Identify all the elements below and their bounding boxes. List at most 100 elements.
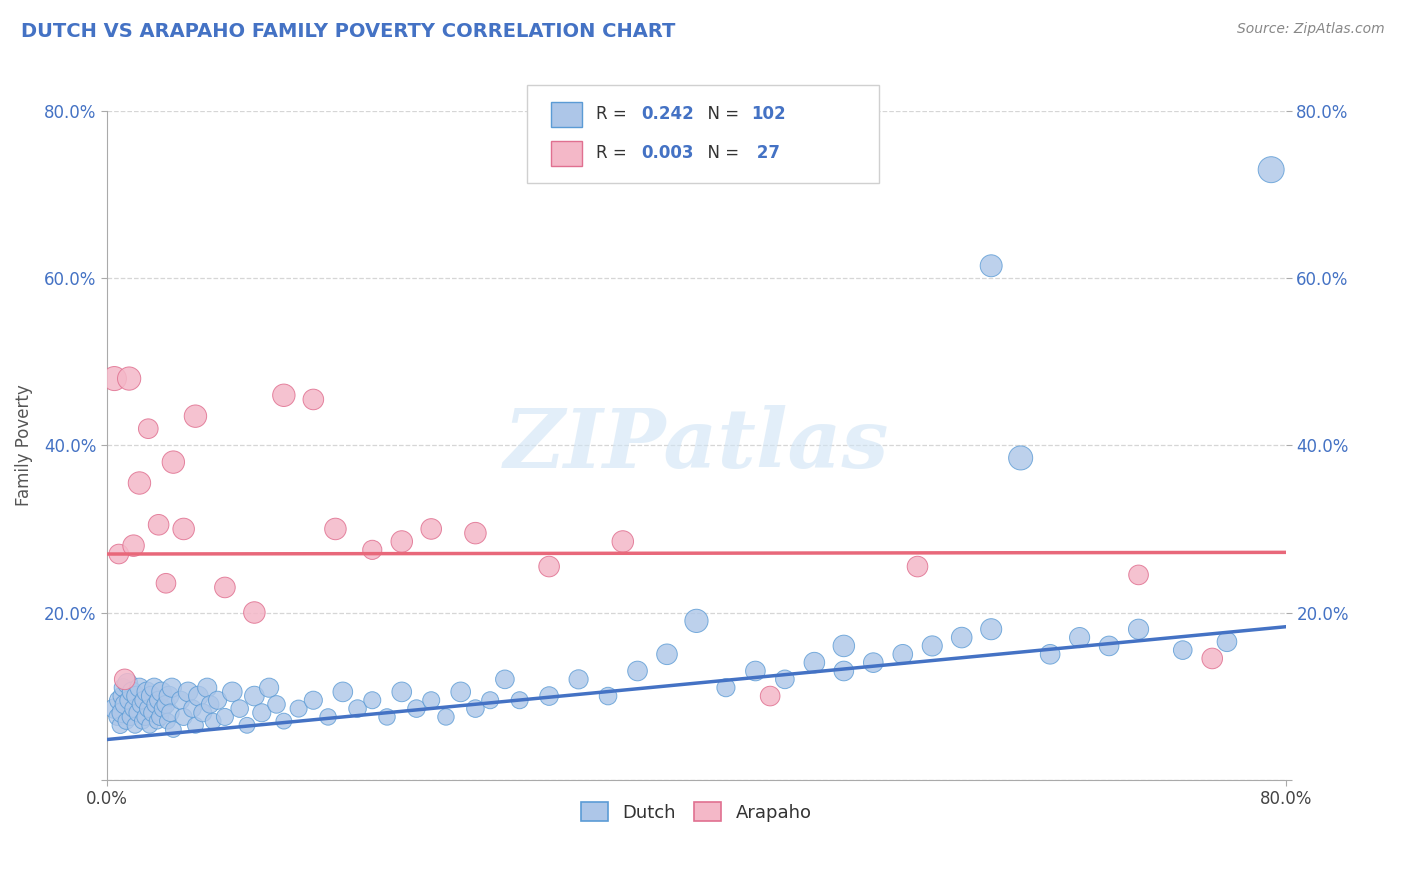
Point bbox=[832, 664, 855, 678]
Point bbox=[538, 559, 561, 574]
Point bbox=[1128, 568, 1150, 582]
Point bbox=[128, 475, 150, 490]
Point bbox=[450, 685, 472, 699]
Point bbox=[141, 689, 163, 703]
Text: N =: N = bbox=[697, 145, 745, 162]
Point bbox=[129, 698, 152, 712]
Point bbox=[125, 689, 148, 703]
Point bbox=[146, 714, 169, 728]
Point bbox=[391, 685, 413, 699]
Point bbox=[287, 701, 309, 715]
Point bbox=[173, 522, 195, 536]
Point bbox=[118, 693, 141, 707]
Point bbox=[115, 714, 138, 728]
Text: DUTCH VS ARAPAHO FAMILY POVERTY CORRELATION CHART: DUTCH VS ARAPAHO FAMILY POVERTY CORRELAT… bbox=[21, 22, 675, 41]
Point bbox=[195, 681, 218, 695]
Point bbox=[187, 689, 209, 703]
Point bbox=[1010, 450, 1032, 465]
Text: R =: R = bbox=[596, 145, 633, 162]
Point bbox=[420, 693, 443, 707]
Text: N =: N = bbox=[697, 105, 745, 123]
Point bbox=[803, 656, 825, 670]
Point bbox=[148, 693, 170, 707]
Point bbox=[112, 681, 135, 695]
Point bbox=[568, 673, 591, 687]
Point bbox=[114, 673, 136, 687]
Point bbox=[124, 718, 146, 732]
Point bbox=[214, 710, 236, 724]
Point bbox=[139, 718, 162, 732]
Point bbox=[157, 689, 180, 703]
Point bbox=[266, 698, 288, 712]
Point bbox=[143, 681, 166, 695]
Point bbox=[122, 701, 145, 715]
Point bbox=[105, 710, 128, 724]
Point bbox=[1171, 643, 1194, 657]
Point bbox=[202, 714, 225, 728]
Point bbox=[464, 701, 486, 715]
Point bbox=[117, 676, 139, 690]
Point bbox=[145, 698, 167, 712]
Point bbox=[132, 693, 155, 707]
Point bbox=[214, 581, 236, 595]
Point bbox=[1216, 634, 1239, 648]
Point bbox=[127, 706, 149, 720]
Point bbox=[162, 455, 184, 469]
Point bbox=[148, 517, 170, 532]
Point bbox=[302, 693, 325, 707]
Point bbox=[118, 371, 141, 385]
Point bbox=[103, 701, 125, 715]
Point bbox=[121, 685, 143, 699]
Text: Source: ZipAtlas.com: Source: ZipAtlas.com bbox=[1237, 22, 1385, 37]
Legend: Dutch, Arapaho: Dutch, Arapaho bbox=[572, 793, 821, 830]
Point bbox=[191, 706, 214, 720]
Point bbox=[150, 685, 173, 699]
Point bbox=[332, 685, 354, 699]
Point bbox=[509, 693, 531, 707]
Point bbox=[420, 522, 443, 536]
Point bbox=[228, 701, 250, 715]
Point bbox=[494, 673, 516, 687]
Point bbox=[177, 685, 200, 699]
Point bbox=[207, 693, 229, 707]
Point bbox=[156, 714, 179, 728]
Point bbox=[155, 576, 177, 591]
Point bbox=[160, 681, 183, 695]
Point bbox=[316, 710, 339, 724]
Point bbox=[1039, 648, 1062, 662]
Point bbox=[273, 714, 295, 728]
Point bbox=[405, 701, 427, 715]
Point bbox=[1069, 631, 1091, 645]
Point bbox=[181, 701, 204, 715]
Point bbox=[134, 710, 156, 724]
Point bbox=[236, 718, 259, 732]
Point bbox=[152, 701, 174, 715]
Point bbox=[162, 723, 184, 737]
Point bbox=[1260, 162, 1282, 177]
Point bbox=[108, 547, 131, 561]
Point bbox=[184, 409, 207, 424]
Text: 27: 27 bbox=[751, 145, 780, 162]
Point bbox=[1201, 651, 1223, 665]
Text: ZIPatlas: ZIPatlas bbox=[503, 405, 889, 485]
Point bbox=[375, 710, 398, 724]
Point bbox=[250, 706, 273, 720]
Text: 0.242: 0.242 bbox=[641, 105, 695, 123]
Point bbox=[114, 698, 136, 712]
Point bbox=[136, 701, 159, 715]
Point bbox=[111, 706, 134, 720]
Point bbox=[655, 648, 678, 662]
Point bbox=[273, 388, 295, 402]
Point bbox=[103, 371, 125, 385]
Point bbox=[346, 701, 368, 715]
Point bbox=[111, 689, 134, 703]
Point bbox=[862, 656, 884, 670]
Point bbox=[120, 710, 142, 724]
Point bbox=[221, 685, 243, 699]
Point bbox=[184, 718, 207, 732]
Point bbox=[907, 559, 929, 574]
Point bbox=[128, 681, 150, 695]
Point bbox=[170, 693, 193, 707]
Point bbox=[131, 714, 153, 728]
Point bbox=[950, 631, 973, 645]
